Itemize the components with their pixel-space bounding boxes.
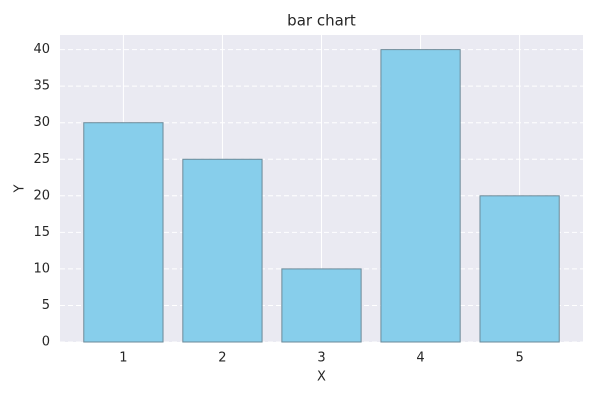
bar [479, 195, 560, 343]
y-tick-label: 5 [42, 298, 50, 313]
y-tick-label: 15 [33, 225, 50, 240]
x-tick-label: 5 [515, 351, 523, 366]
bar [380, 49, 461, 343]
y-tick-label: 35 [33, 79, 50, 94]
y-tick-label: 30 [33, 115, 50, 130]
y-tick-label: 10 [33, 261, 50, 276]
chart-title: bar chart [287, 12, 356, 30]
y-tick-label: 0 [42, 335, 50, 350]
bar [281, 268, 362, 343]
y-tick-label: 40 [33, 42, 50, 57]
y-tick-label: 25 [33, 152, 50, 167]
x-tick-label: 1 [119, 351, 127, 366]
x-tick-label: 2 [218, 351, 226, 366]
x-tick-label: 3 [317, 351, 325, 366]
y-axis-label: Y [13, 184, 28, 193]
x-tick-label: 4 [416, 351, 424, 366]
bar [83, 122, 164, 343]
x-axis-label: X [317, 370, 326, 385]
y-tick-label: 20 [33, 188, 50, 203]
bar [182, 158, 263, 343]
